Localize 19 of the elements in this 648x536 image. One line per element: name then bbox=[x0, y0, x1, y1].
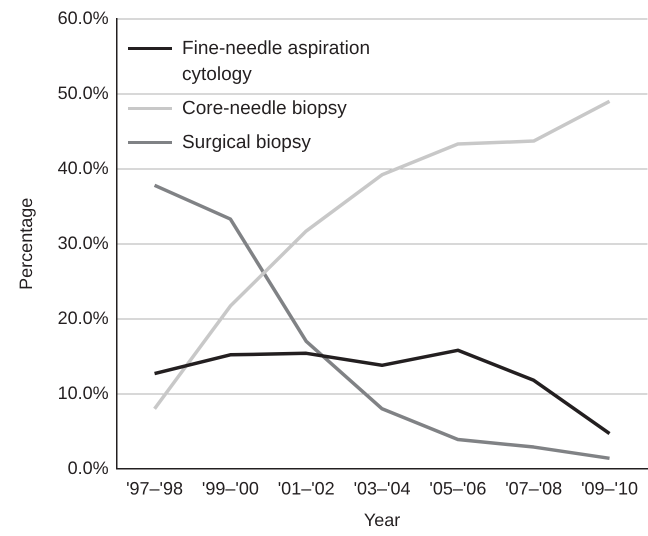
x-tick-label: '09–'10 bbox=[581, 478, 638, 499]
y-tick-label: 0.0% bbox=[68, 458, 109, 478]
y-tick-label: 10.0% bbox=[58, 382, 109, 403]
x-tick-label: '01–'02 bbox=[278, 478, 335, 499]
legend-label: Surgical biopsy bbox=[182, 131, 311, 155]
legend-label: Core-needle biopsy bbox=[182, 97, 347, 121]
x-tick-label: '03–'04 bbox=[354, 478, 411, 499]
y-tick-label: 30.0% bbox=[58, 232, 109, 253]
y-tick-label: 20.0% bbox=[58, 308, 109, 328]
y-tick-label: 50.0% bbox=[58, 82, 109, 103]
y-tick-label: 40.0% bbox=[58, 158, 109, 178]
x-tick-label: '97–'98 bbox=[126, 478, 184, 499]
x-tick-label: '07–'08 bbox=[505, 478, 562, 499]
x-tick-label: '99–'00 bbox=[202, 478, 259, 499]
y-tick-label: 60.0% bbox=[58, 8, 109, 28]
x-axis-title: Year bbox=[364, 510, 400, 530]
y-axis-title: Percentage bbox=[16, 198, 36, 290]
x-tick-label: '05–'06 bbox=[429, 478, 486, 499]
legend-label: Fine-needle aspiration cytology bbox=[182, 37, 372, 87]
